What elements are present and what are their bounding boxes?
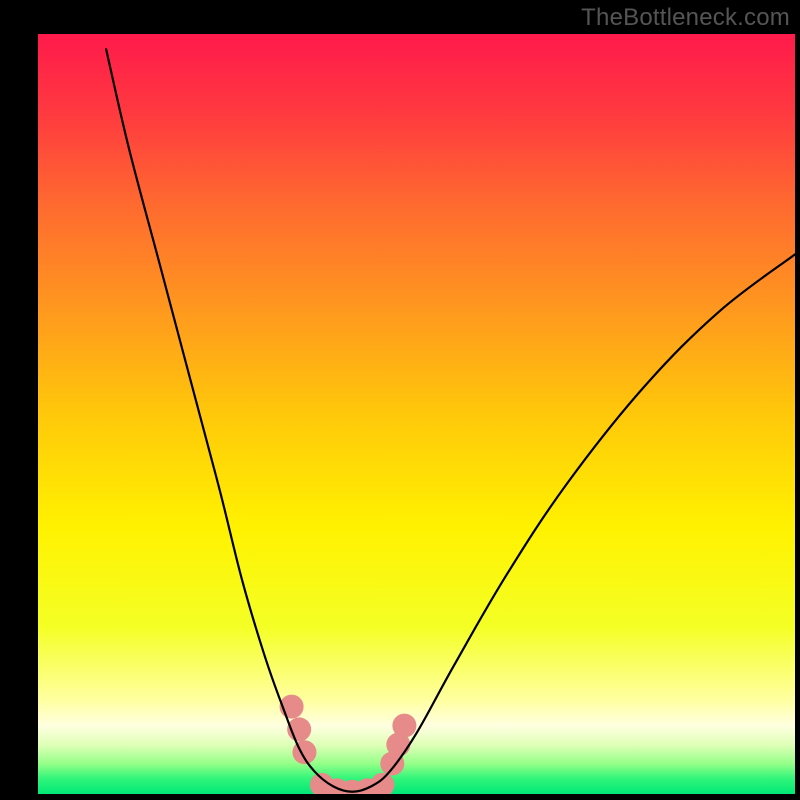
- curve-marker: [392, 714, 416, 738]
- plot-background: [38, 34, 795, 794]
- chart-container: TheBottleneck.com: [0, 0, 800, 800]
- bottleneck-chart: [0, 0, 800, 800]
- watermark-text: TheBottleneck.com: [581, 4, 790, 32]
